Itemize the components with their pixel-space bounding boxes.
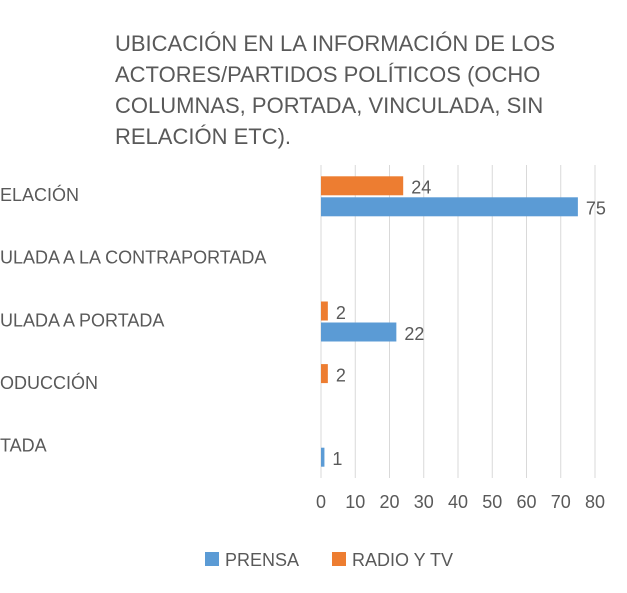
legend-label: PRENSA — [225, 550, 299, 570]
x-tick-label: 70 — [551, 492, 571, 512]
legend-swatch — [205, 552, 219, 566]
x-tick-label: 50 — [482, 492, 502, 512]
x-tick-label: 0 — [316, 492, 326, 512]
value-label: 24 — [411, 178, 431, 198]
y-tick-label: ULADA A PORTADA — [0, 310, 164, 330]
x-tick-label: 40 — [448, 492, 468, 512]
bar — [321, 447, 325, 467]
value-label: 22 — [404, 324, 424, 344]
y-tick-label: ELACIÓN — [0, 184, 79, 205]
legend-swatch — [332, 552, 346, 566]
bar — [321, 197, 578, 217]
x-tick-label: 30 — [414, 492, 434, 512]
bar — [321, 176, 404, 196]
x-tick-label: 10 — [345, 492, 365, 512]
legend-label: RADIO Y TV — [352, 550, 453, 570]
y-tick-label: ODUCCIÓN — [0, 372, 98, 393]
bar — [321, 301, 328, 321]
x-tick-label: 20 — [379, 492, 399, 512]
chart-title: UBICACIÓN EN LA INFORMACIÓN DE LOS ACTOR… — [115, 31, 556, 149]
value-label: 75 — [586, 199, 606, 219]
y-tick-label: ULADA A LA CONTRAPORTADA — [0, 248, 266, 268]
value-label: 2 — [336, 365, 346, 385]
y-tick-label: TADA — [0, 435, 47, 455]
value-label: 1 — [332, 449, 342, 469]
value-label: 2 — [336, 303, 346, 323]
bar — [321, 322, 397, 342]
x-tick-label: 80 — [585, 492, 605, 512]
bar — [321, 364, 328, 384]
x-tick-label: 60 — [516, 492, 536, 512]
